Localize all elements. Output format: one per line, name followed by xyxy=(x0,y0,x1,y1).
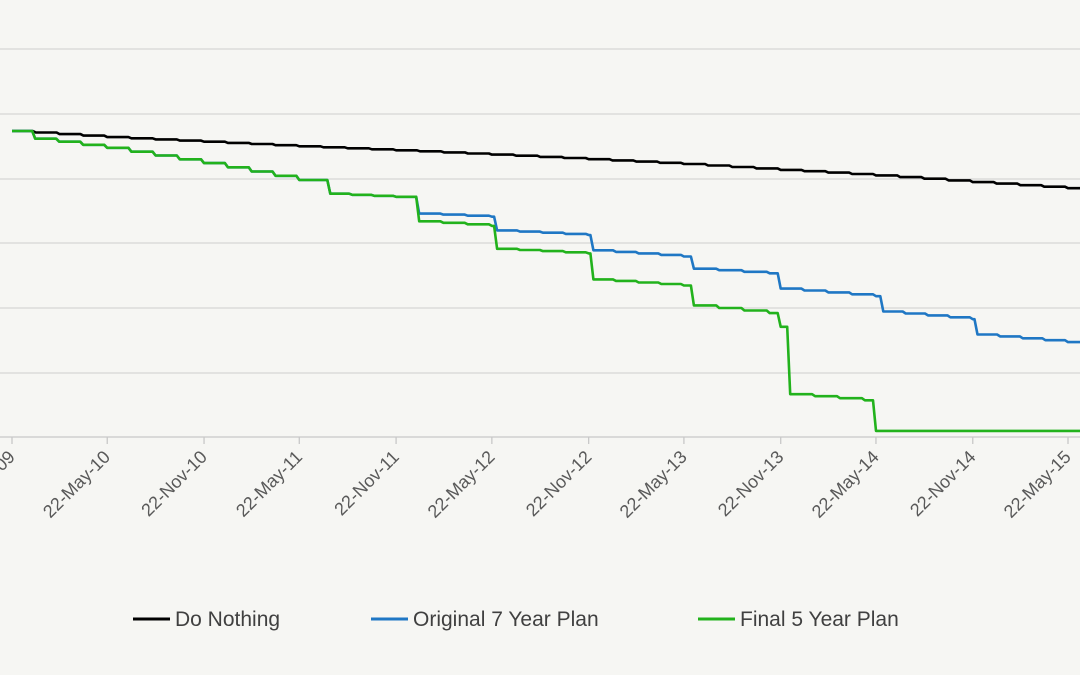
series-line-2 xyxy=(12,129,1080,344)
x-tick-label-11: 22-May-15 xyxy=(1000,447,1075,522)
x-tick-label-7: 22-May-13 xyxy=(616,447,691,522)
x-tick-label-6: 22-Nov-12 xyxy=(522,447,596,521)
series-line-1 xyxy=(12,129,1080,190)
legend-label-3: Final 5 Year Plan xyxy=(740,608,899,631)
series-line-3 xyxy=(12,129,1080,433)
x-tick-label-2: 22-Nov-10 xyxy=(137,447,211,521)
x-tick-label-1: 22-May-10 xyxy=(39,447,114,522)
x-tick-label-4: 22-Nov-11 xyxy=(330,447,403,520)
x-tick-label-partial: 09 xyxy=(0,447,19,475)
gridlines xyxy=(0,48,1080,374)
legend-label-2: Original 7 Year Plan xyxy=(413,608,599,631)
x-axis: 09 22-May-10 22-Nov-10 22-May-11 22-Nov-11 22… xyxy=(0,436,1080,522)
x-tick-label-8: 22-Nov-13 xyxy=(714,447,788,521)
x-tick-label-5: 22-May-12 xyxy=(424,447,499,522)
series-lines xyxy=(12,129,1080,433)
x-tick-label-9: 22-May-14 xyxy=(808,447,883,522)
legend: Do Nothing Original 7 Year Plan Final 5 Ye… xyxy=(133,608,899,631)
legend-label-1: Do Nothing xyxy=(175,608,280,631)
x-tick-label-10: 22-Nov-14 xyxy=(906,447,980,521)
x-tick-label-3: 22-May-11 xyxy=(232,447,306,521)
